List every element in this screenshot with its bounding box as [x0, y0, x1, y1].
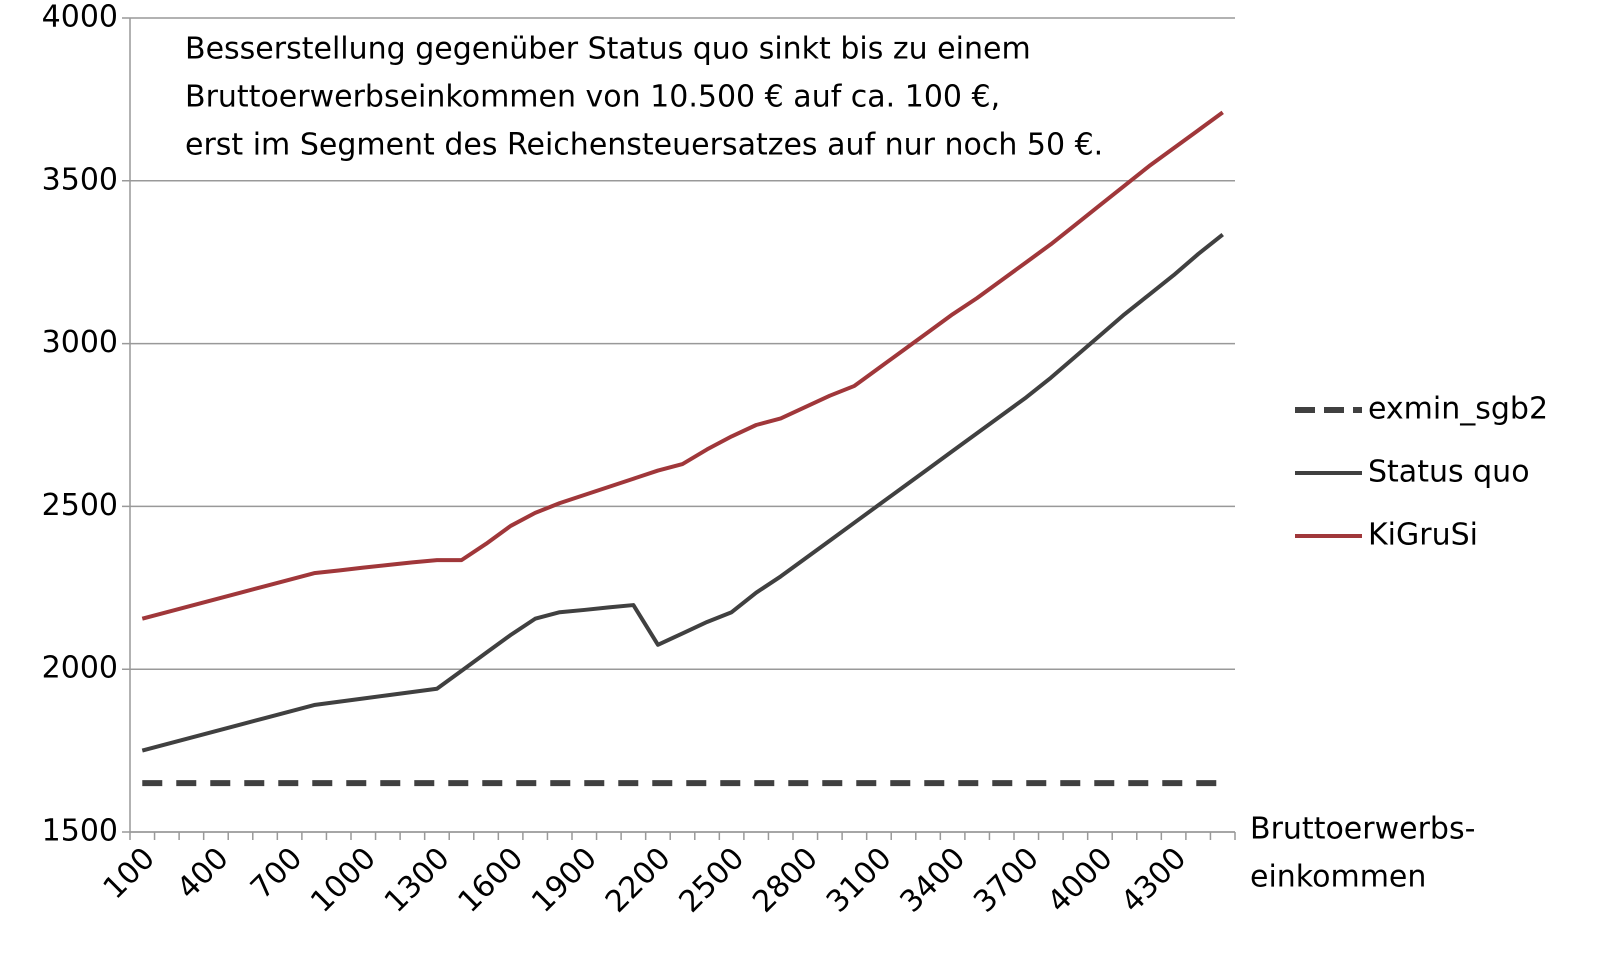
x-tick-label: 3100 [820, 841, 899, 920]
annotation: Besserstellung gegenüber Status quo sink… [185, 32, 1031, 67]
x-tick-label: 3700 [967, 841, 1046, 920]
y-tick-label: 2500 [42, 488, 118, 523]
x-tick-label: 1600 [452, 841, 531, 920]
x-tick-label: 2200 [599, 841, 678, 920]
x-tick-label: 100 [97, 841, 162, 906]
x-axis-label: einkommen [1250, 860, 1426, 895]
y-tick-label: 3500 [42, 162, 118, 197]
legend-label: KiGruSi [1368, 518, 1478, 553]
x-tick-label: 700 [244, 841, 309, 906]
x-axis-label: Bruttoerwerbs- [1250, 812, 1475, 847]
x-tick-label: 2500 [673, 841, 752, 920]
y-tick-label: 2000 [42, 651, 118, 686]
x-tick-label: 3400 [894, 841, 973, 920]
line-2 [141, 110, 1224, 621]
x-tick-label: 4300 [1115, 841, 1194, 920]
x-tick-label: 1300 [378, 841, 457, 920]
y-tick-label: 4000 [42, 0, 118, 35]
y-tick-label: 1500 [42, 814, 118, 849]
y-tick-label: 3000 [42, 325, 118, 360]
annotation: Bruttoerwerbseinkommen von 10.500 € auf … [185, 80, 1000, 115]
x-tick-label: 1900 [525, 841, 604, 920]
x-tick-label: 4000 [1041, 841, 1120, 920]
annotation: erst im Segment des Reichensteuersatzes … [185, 128, 1103, 163]
x-tick-label: 1000 [304, 841, 383, 920]
x-tick-label: 2800 [746, 841, 825, 920]
legend-label: exmin_sgb2 [1368, 392, 1548, 427]
legend-label: Status quo [1368, 455, 1530, 490]
x-tick-label: 400 [170, 841, 235, 906]
line-1 [141, 232, 1224, 753]
